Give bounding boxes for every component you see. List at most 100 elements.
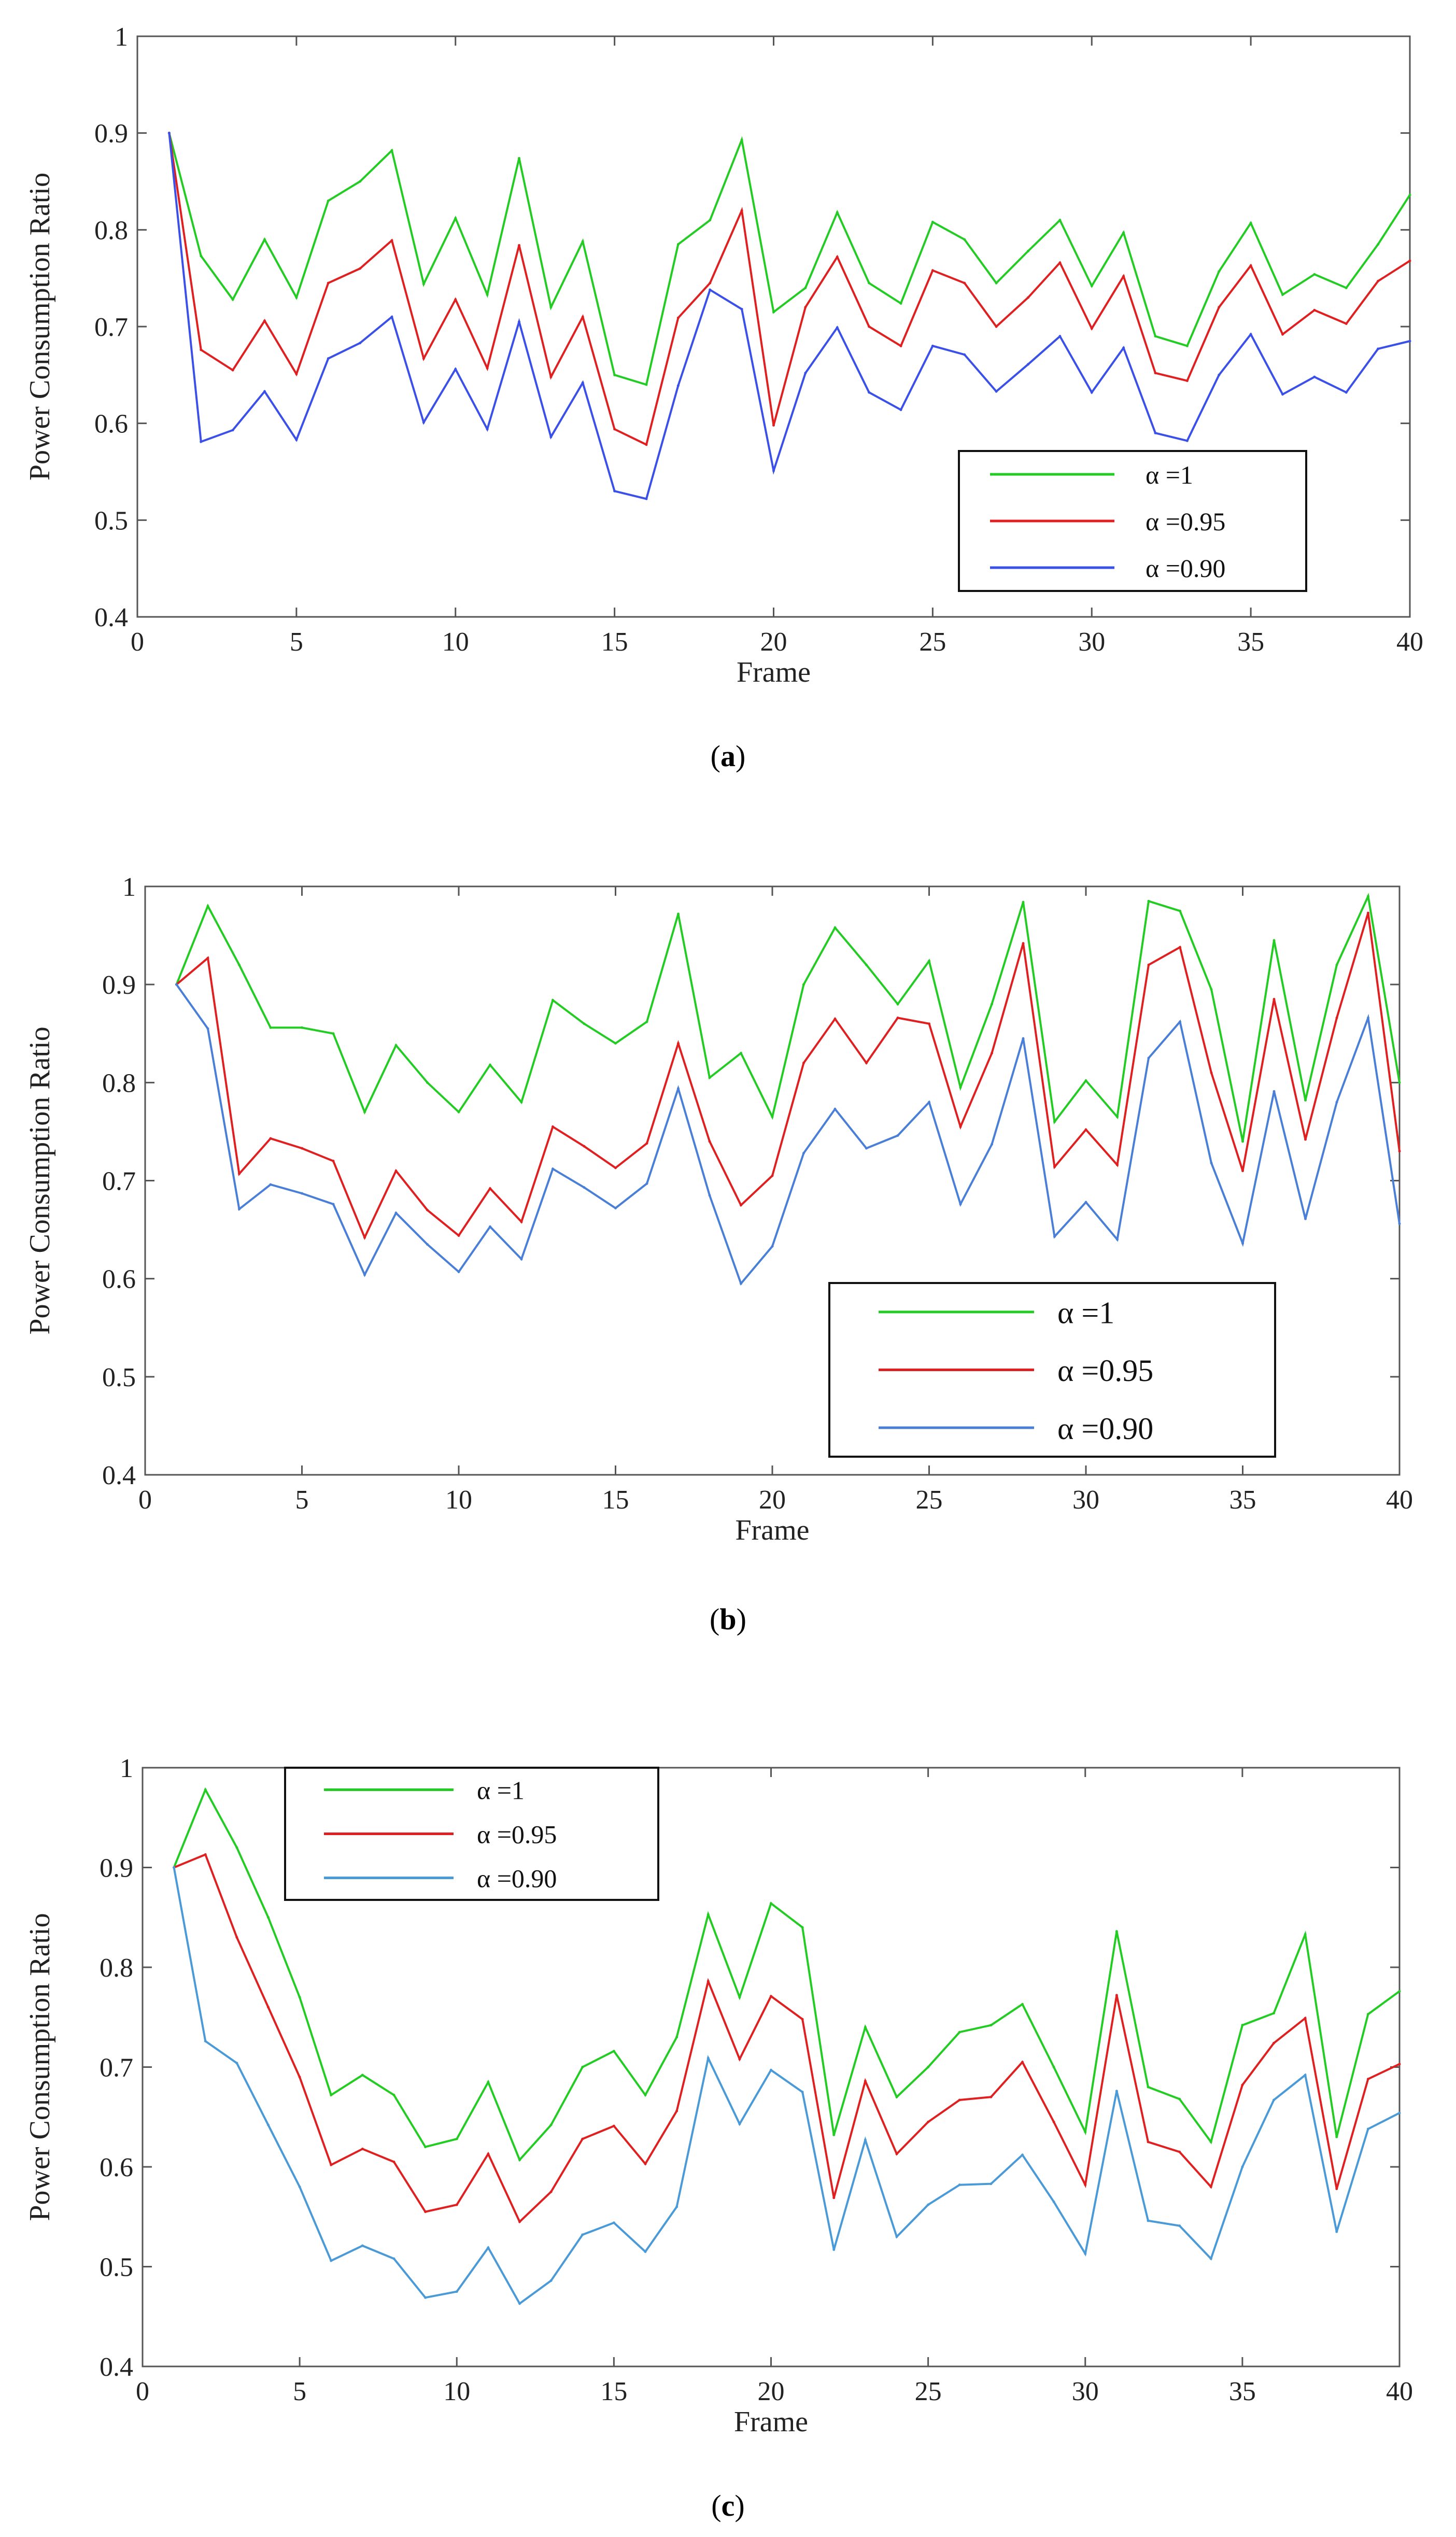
chart-a-x-tick-label: 0 <box>131 627 144 657</box>
chart-a-series-1-point <box>454 298 457 301</box>
chart-a-series-1-point <box>1154 372 1157 375</box>
chart-a-series-2-point <box>931 344 934 347</box>
chart-b-series-2-point <box>1116 1238 1119 1241</box>
chart-a-series-0-point <box>645 383 648 386</box>
chart-b-series-1-point <box>1273 998 1276 1001</box>
chart-b-series-0-point <box>552 998 554 1002</box>
chart-a-series-2-point <box>1154 431 1157 434</box>
chart-c-series-2-point <box>235 2062 238 2065</box>
chart-b-y-tick-label: 0.5 <box>102 1363 136 1392</box>
chart-c-series-1-point <box>895 2152 898 2155</box>
chart-b-series-0-point <box>332 1032 335 1035</box>
chart-a-series-0-point <box>676 243 680 246</box>
chart-c-series-2-point <box>738 2122 741 2125</box>
chart-b-series-2-point <box>708 1194 711 1197</box>
chart-c-series-1-point <box>770 1995 772 1998</box>
chart-a-y-tick-label: 0.7 <box>94 313 128 342</box>
chart-c-series-2-point <box>958 2183 961 2187</box>
chart-c-series-0-point <box>1335 2135 1338 2138</box>
chart-c-series-1-point <box>989 2095 993 2098</box>
chart-b-series-1-point <box>1335 1016 1338 1019</box>
chart-b-series-1-point <box>614 1166 617 1169</box>
chart-c-series-0-point <box>832 2133 836 2136</box>
chart-a-legend-label-2: α =0.90 <box>1146 554 1225 583</box>
chart-c-series-1-point <box>1241 2083 1244 2087</box>
chart-c-series-0-point <box>958 2031 961 2034</box>
chart-c-series-0-point <box>1366 2012 1369 2015</box>
chart-a-series-0-point <box>549 306 553 309</box>
chart-c-series-0-point <box>1147 2085 1150 2089</box>
chart-c-x-tick-label: 15 <box>600 2377 627 2406</box>
chart-a-series-1-point <box>359 267 362 270</box>
chart-a-series-1-point <box>1027 296 1029 299</box>
chart-a-series-1-point <box>709 281 712 285</box>
chart-c-series-0-point <box>487 2080 490 2083</box>
chart-b-series-2-point <box>614 1206 617 1209</box>
chart-a-series-2-point <box>1218 373 1221 376</box>
chart-c-series-2-point <box>518 2302 521 2305</box>
chart-c-series-0-point <box>518 2159 521 2162</box>
chart-a-series-0-point <box>1058 219 1062 222</box>
chart-c-series-0-point <box>1273 2012 1275 2015</box>
chart-b-series-1-point <box>708 1140 711 1143</box>
chart-c-legend-label-0: α =1 <box>477 1776 525 1805</box>
chart-a-series-2-point <box>167 132 171 135</box>
chart-b-series-2-point <box>991 1143 993 1146</box>
chart-a-series-1-point <box>868 325 871 328</box>
chart-c-series-2-point <box>173 1866 176 1869</box>
chart-c-y-tick-label: 0.7 <box>100 2053 133 2083</box>
chart-a-series-0-point <box>422 283 425 286</box>
chart-a-x-tick-label: 10 <box>442 627 469 657</box>
chart-b-series-2-point <box>238 1207 241 1210</box>
chart-b-x-tick-label: 35 <box>1229 1485 1256 1515</box>
chart-b-x-axis-title: Frame <box>735 1514 809 1546</box>
chart-a-legend-label-0: α =1 <box>1146 460 1193 489</box>
chart-a-series-1-point <box>645 443 648 446</box>
chart-b-series-1-point <box>645 1142 648 1145</box>
panel-b: 0 5 10 15 20 25 30 35 40 0.4 0.5 0.6 0.7 0.8 0.9 1 Frame… <box>0 850 1456 1664</box>
chart-a-series-2-point <box>1185 439 1189 442</box>
chart-c-series-2-point <box>1273 2098 1275 2102</box>
chart-b-series-0-point <box>1179 909 1181 912</box>
chart-a-series-line-2 <box>168 133 1410 500</box>
chart-b-series-2-point <box>394 1211 398 1215</box>
chart-b-series-2-point <box>301 1192 303 1195</box>
chart-c-series-0-point <box>612 2050 615 2053</box>
chart-a-series-2-point <box>740 307 743 311</box>
chart-b-series-1-point <box>583 1145 586 1148</box>
chart-b-series-0-point <box>833 926 837 929</box>
chart-a-series-2-point <box>1122 346 1125 349</box>
chart-a-series-2-point <box>486 428 489 431</box>
chart-c-series-1-point <box>1304 2017 1307 2020</box>
chart-a-y-tick-label: 0.8 <box>94 216 128 245</box>
chart-c-series-1-point <box>487 2152 490 2155</box>
chart-a-series-2-point <box>231 429 234 432</box>
chart-a-series-2-point <box>549 435 553 439</box>
chart-c-series-1-point <box>1398 2063 1401 2066</box>
chart-a-series-1-point <box>1090 327 1093 330</box>
chart-b-series-1-point <box>1367 911 1369 914</box>
chart-c-y-tick-label: 1 <box>120 1754 133 1783</box>
chart-a-series-0-point <box>740 138 743 142</box>
chart-a-series-1-point <box>422 357 425 360</box>
chart-b-x-tick-label: 25 <box>916 1485 943 1515</box>
chart-c-series-1-point <box>1335 2187 1338 2190</box>
chart-b-series-1-point <box>426 1208 429 1211</box>
chart-c-series-2-point <box>770 2068 772 2071</box>
chart-b-series-0-point <box>1273 939 1276 942</box>
chart-b-series-2-point <box>1179 1020 1181 1023</box>
chart-b-series-0-point <box>363 1110 366 1114</box>
chart-a-x-axis-title: Frame <box>737 656 811 688</box>
chart-a-series-0-point <box>1345 286 1348 289</box>
chart-a-series-0-point <box>963 238 966 241</box>
chart-c-series-1-point <box>392 2160 395 2163</box>
chart-b-series-2-point <box>928 1101 930 1104</box>
chart-a-series-2-point <box>1377 347 1380 350</box>
chart-b-series-2-point <box>552 1167 554 1171</box>
chart-a-series-2-point <box>868 391 871 394</box>
chart-b-series-0-point <box>740 1052 742 1055</box>
chart-a-series-2-point <box>1249 333 1252 336</box>
chart-b: 0 5 10 15 20 25 30 35 40 0.4 0.5 0.6 0.7 0.8 0.9 1 Frame… <box>24 872 1413 1546</box>
chart-a-series-2-point <box>1345 391 1348 394</box>
chart-b-legend-label-2: α =0.90 <box>1057 1412 1153 1446</box>
